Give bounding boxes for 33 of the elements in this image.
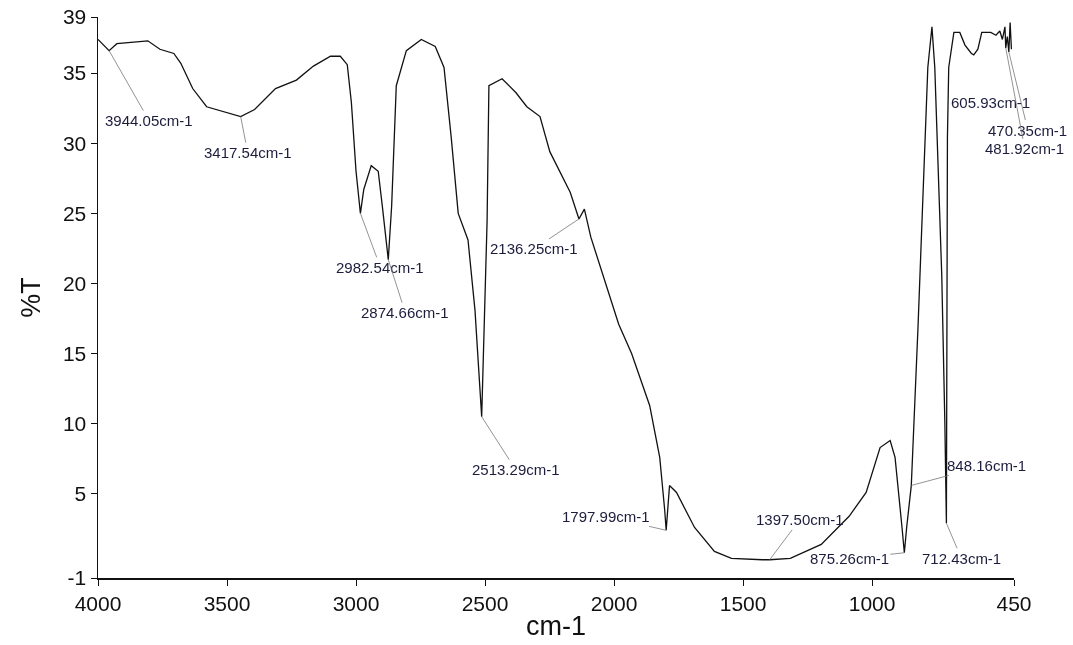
y-tick-label: 20 <box>62 271 87 295</box>
annotation: 605.93cm-1 <box>951 94 1031 111</box>
y-tick-label: -1 <box>67 566 87 590</box>
x-tick-label: 2500 <box>461 591 509 615</box>
x-tick-label: 1000 <box>848 591 896 615</box>
annotation: 875.26cm-1 <box>810 550 890 567</box>
y-tick-label: 5 <box>74 482 87 506</box>
y-axis-title: %T <box>16 277 47 318</box>
annotation: 3417.54cm-1 <box>204 144 292 161</box>
x-tick-label: 3500 <box>203 591 251 615</box>
annotation: 848.16cm-1 <box>947 457 1027 474</box>
y-tick-label: 39 <box>62 5 87 29</box>
annotation: 2982.54cm-1 <box>336 259 424 276</box>
y-tick-label: 35 <box>62 61 87 85</box>
y-tick-label: 25 <box>62 201 87 225</box>
annotation: 1397.50cm-1 <box>756 511 844 528</box>
annotation: 2513.29cm-1 <box>472 461 560 478</box>
x-tick-label: 450 <box>996 591 1032 615</box>
x-tick-label: 3000 <box>332 591 380 615</box>
annotation: 2874.66cm-1 <box>361 304 449 321</box>
annotation: 481.92cm-1 <box>985 140 1065 157</box>
y-tick-label: 10 <box>62 412 87 436</box>
annotation: 2136.25cm-1 <box>490 240 578 257</box>
annotation: 3944.05cm-1 <box>105 112 193 129</box>
x-axis-title: cm-1 <box>526 610 586 641</box>
x-tick-label: 4000 <box>74 591 122 615</box>
x-tick-label: 2000 <box>590 591 638 615</box>
annotation: 712.43cm-1 <box>922 550 1002 567</box>
y-tick-label: 30 <box>62 131 87 155</box>
annotation: 1797.99cm-1 <box>562 508 650 525</box>
x-tick-label: 1500 <box>719 591 767 615</box>
y-tick-label: 15 <box>62 341 87 365</box>
annotation: 470.35cm-1 <box>988 122 1068 139</box>
